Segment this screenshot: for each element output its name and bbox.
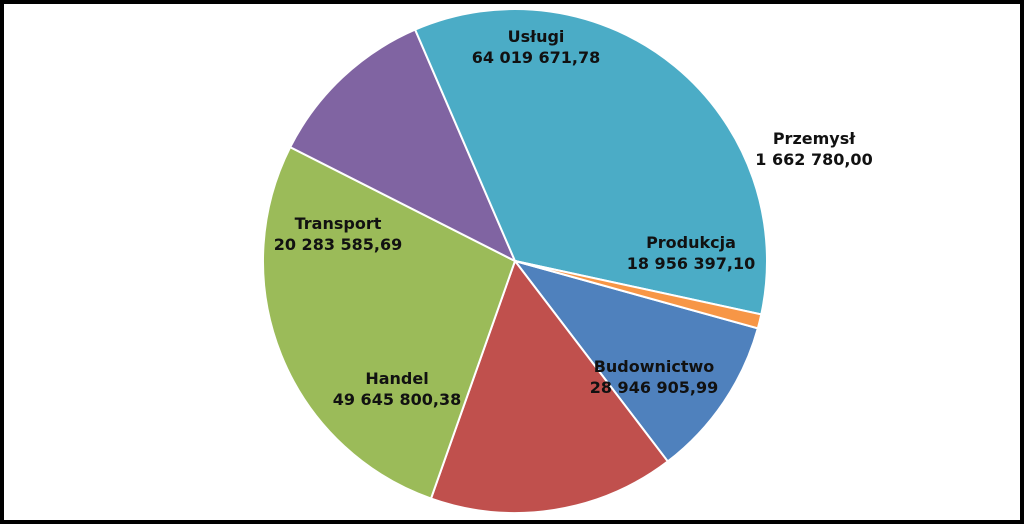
pie-slice-uslugi (413, 8, 768, 316)
slice-label-budownictwo: Budownictwo (594, 357, 715, 376)
pie-slice-budownictwo (429, 258, 670, 514)
slice-value-budownictwo: 28 946 905,99 (590, 378, 719, 397)
pie-slice-handel (262, 145, 517, 500)
slice-value-transport: 20 283 585,69 (274, 235, 403, 254)
pie-chart: Produkcja 18 956 397,10 Budownictwo 28 946 … (262, 8, 873, 514)
pie-slice-przemysl (514, 260, 763, 330)
slice-label-transport: Transport (295, 214, 382, 233)
slice-label-przemysl: Przemysł (773, 129, 856, 148)
slice-label-produkcja: Produkcja (646, 233, 736, 252)
slice-value-przemysl: 1 662 780,00 (755, 150, 872, 169)
slice-value-uslugi: 64 019 671,78 (472, 48, 601, 67)
slice-label-uslugi: Usługi (508, 27, 565, 46)
slice-value-handel: 49 645 800,38 (333, 390, 462, 409)
pie-slice-transport (288, 28, 518, 264)
slice-label-handel: Handel (365, 369, 428, 388)
pie-slice-produkcja (512, 259, 760, 463)
slice-value-produkcja: 18 956 397,10 (627, 254, 756, 273)
